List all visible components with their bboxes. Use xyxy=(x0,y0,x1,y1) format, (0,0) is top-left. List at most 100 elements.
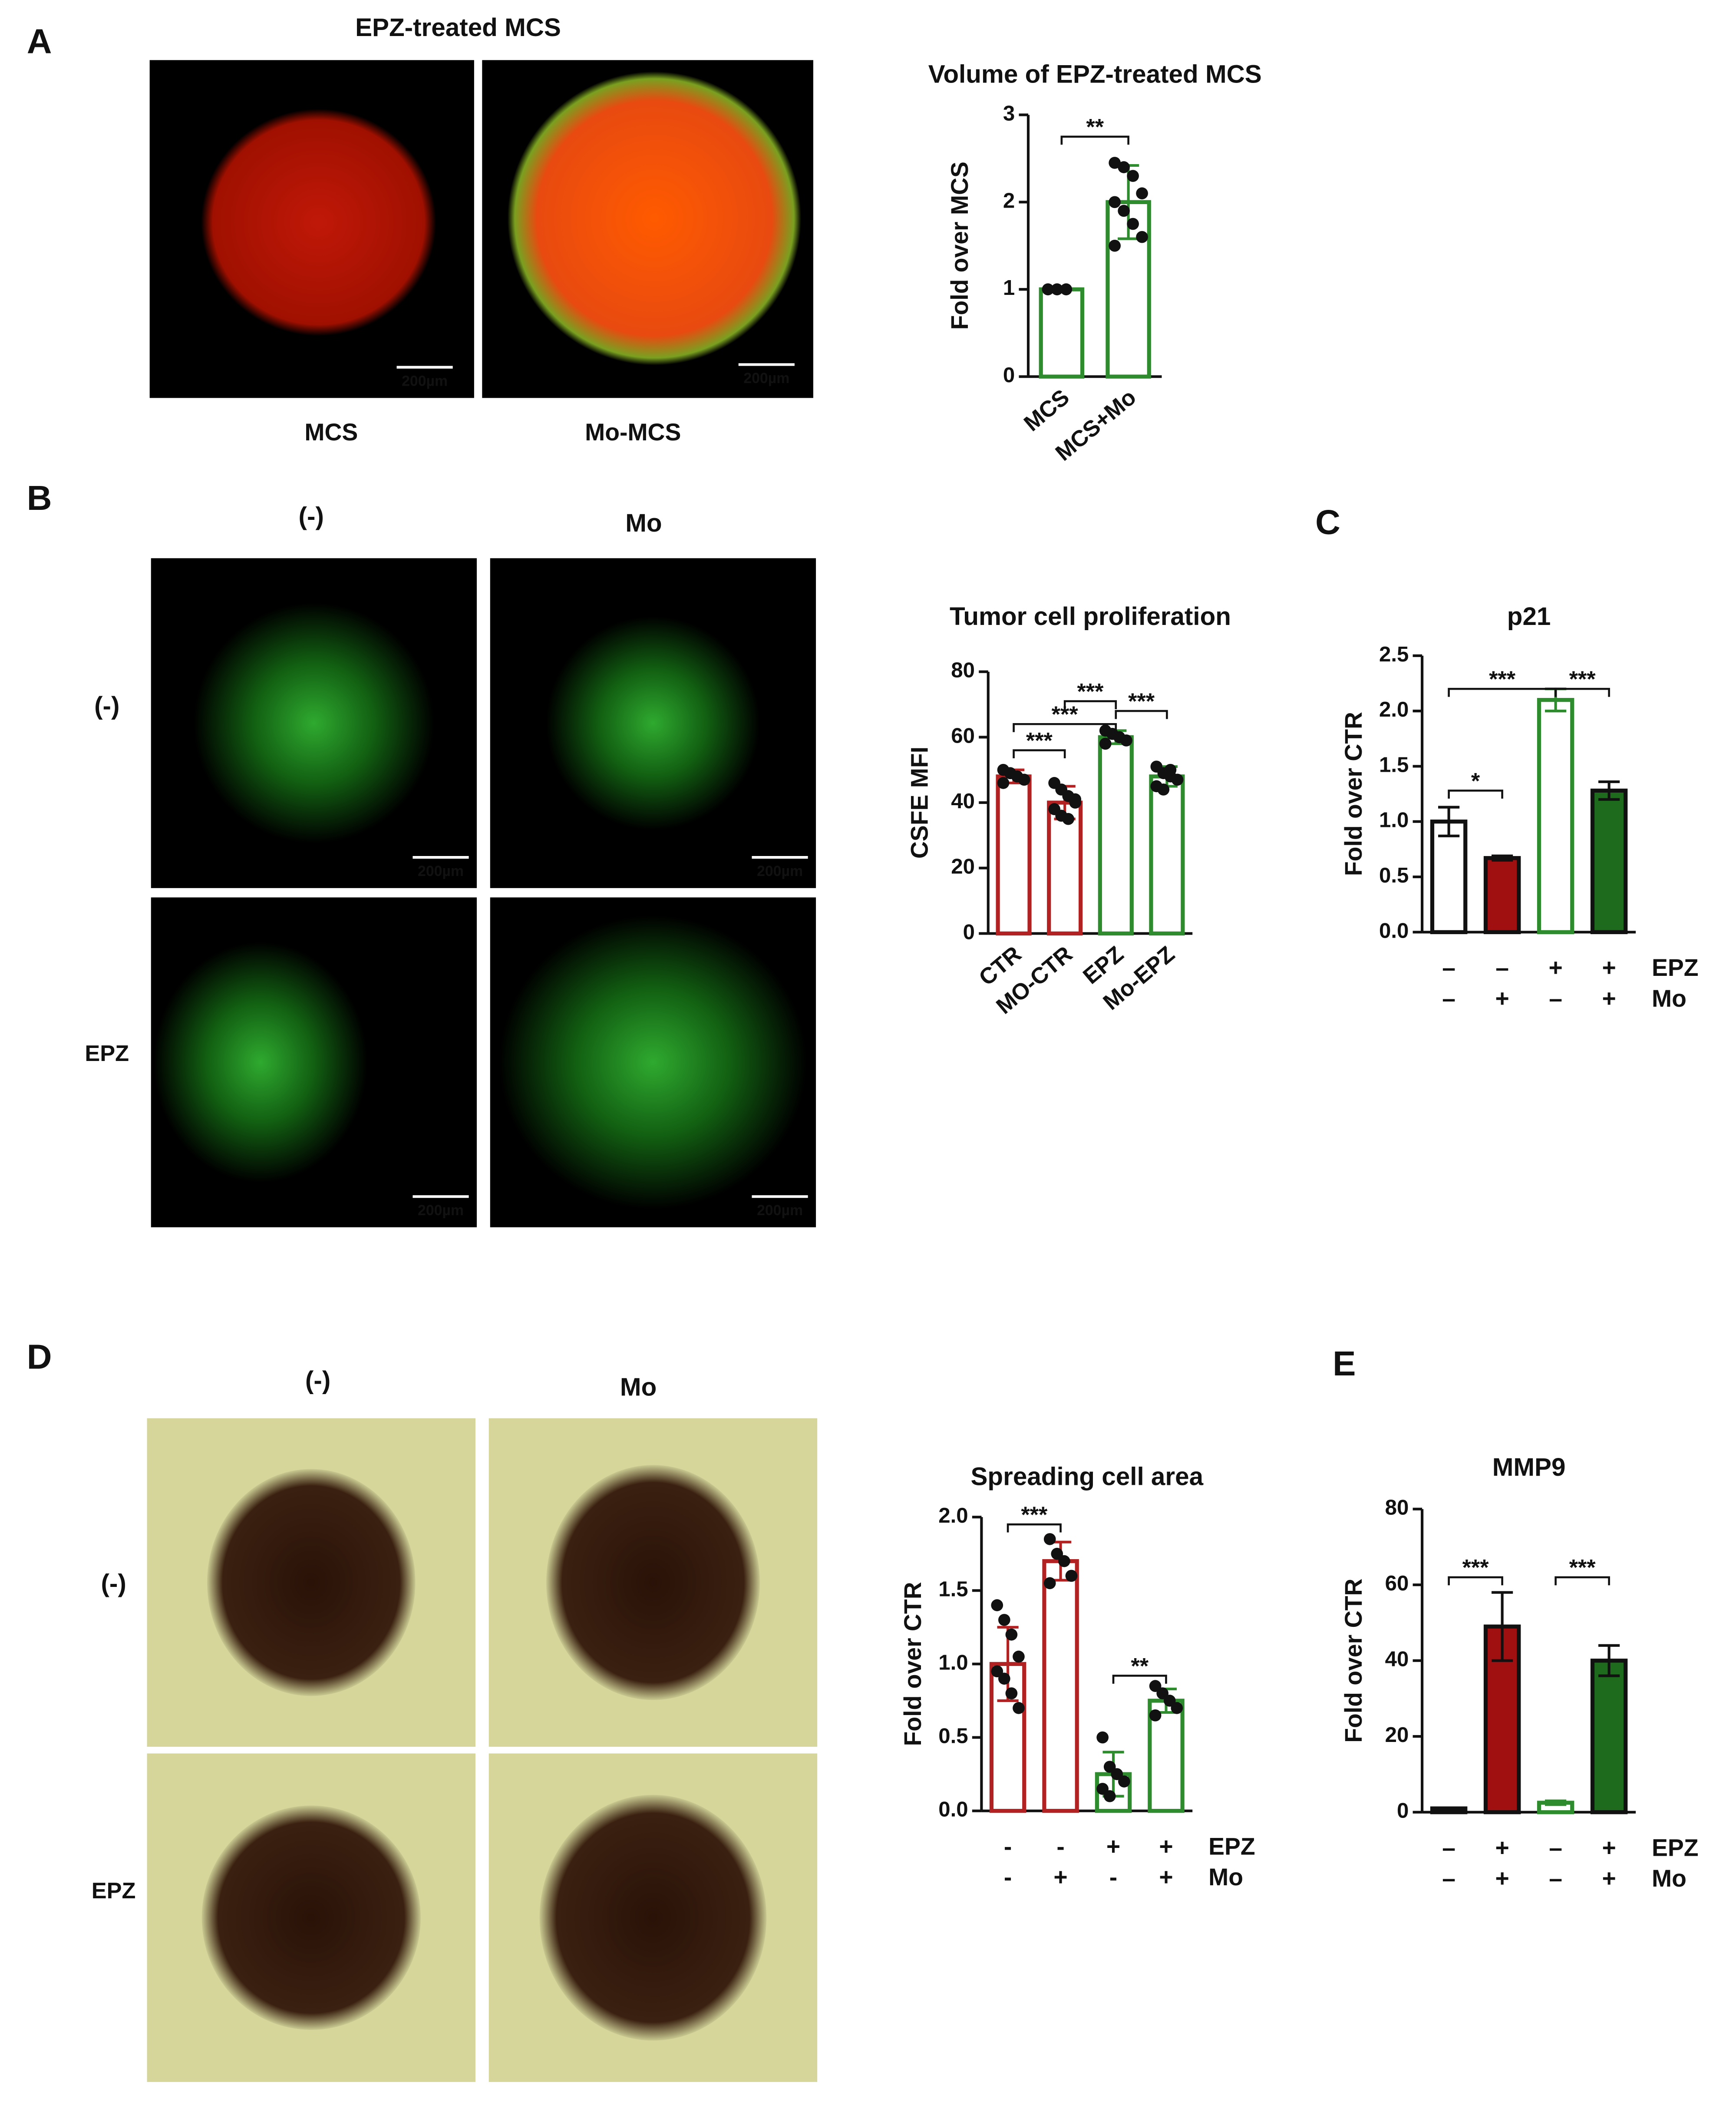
error-bar xyxy=(1598,1644,1620,1677)
treatment-sign: - xyxy=(1004,1864,1012,1890)
data-point xyxy=(1118,161,1130,173)
significance-label: * xyxy=(1471,769,1480,794)
significance-label: *** xyxy=(1462,1555,1489,1580)
bar xyxy=(1590,788,1628,934)
significance-label: *** xyxy=(1077,679,1104,704)
error-bar xyxy=(1492,854,1513,862)
data-point xyxy=(997,777,1010,789)
bar xyxy=(1483,856,1521,934)
y-tick-label: 2 xyxy=(1003,188,1015,212)
treatment-sign: - xyxy=(1004,1833,1012,1860)
treatment-sign: – xyxy=(1442,1834,1455,1861)
data-point xyxy=(1042,283,1054,296)
significance-bracket xyxy=(1554,687,1610,697)
y-tick-label: 0 xyxy=(1397,1799,1409,1823)
chart-title: MMP9 xyxy=(1492,1453,1566,1481)
significance-label: *** xyxy=(1052,702,1079,727)
treatment-name: Mo xyxy=(1652,985,1686,1012)
data-point xyxy=(1118,1775,1130,1788)
spheroid xyxy=(546,1465,760,1700)
data-point xyxy=(998,1672,1010,1685)
error-bar xyxy=(1598,780,1620,801)
y-tick-label: 2.0 xyxy=(938,1504,968,1527)
panel-letter: A xyxy=(27,22,52,61)
treatment-sign: + xyxy=(1495,985,1509,1012)
significance-bracket xyxy=(1112,1675,1167,1684)
treatment-sign: + xyxy=(1602,985,1616,1012)
significance-bracket xyxy=(1448,790,1503,799)
treatment-sign: + xyxy=(1548,954,1562,981)
treatment-sign: + xyxy=(1159,1833,1173,1860)
scale-bar-label: 200µm xyxy=(418,1202,464,1219)
significance-label: *** xyxy=(1021,1502,1048,1527)
spheroid xyxy=(539,1795,767,2041)
scale-bar-label: 200µm xyxy=(743,370,789,387)
spheroid xyxy=(153,942,367,1183)
data-point xyxy=(1120,734,1132,747)
y-tick-label: 1.0 xyxy=(1379,808,1409,832)
treatment-name: EPZ xyxy=(1208,1833,1255,1860)
data-point xyxy=(1065,1570,1078,1582)
chart-title: Spreading cell area xyxy=(970,1462,1203,1491)
spheroid xyxy=(207,1469,416,1696)
scale-bar-label: 200µm xyxy=(757,863,803,879)
data-point xyxy=(1051,1547,1063,1560)
data-point xyxy=(1127,218,1139,230)
y-tick-label: 1.5 xyxy=(938,1577,968,1601)
significance-bracket xyxy=(1013,749,1066,758)
significance-bracket xyxy=(1060,136,1129,145)
y-tick-label: 20 xyxy=(1385,1723,1409,1747)
data-point xyxy=(1069,793,1082,806)
significance-bracket xyxy=(1063,700,1117,709)
y-tick-label: 0.5 xyxy=(1379,863,1409,887)
panel-letter: C xyxy=(1315,503,1340,542)
data-point xyxy=(1136,231,1148,243)
scale-bar-label: 200µm xyxy=(757,1202,803,1219)
y-tick-label: 0 xyxy=(1003,363,1015,387)
significance-label: ** xyxy=(1131,1654,1149,1679)
bar xyxy=(1098,735,1134,936)
y-tick-label: 1.0 xyxy=(938,1650,968,1674)
significance-label: ** xyxy=(1086,115,1104,140)
treatment-sign: + xyxy=(1602,1865,1616,1892)
row-label: EPZ xyxy=(85,1041,129,1066)
treatment-sign: + xyxy=(1602,1834,1616,1861)
data-point xyxy=(1013,1702,1025,1714)
panel-letter: E xyxy=(1333,1344,1356,1383)
data-point xyxy=(1099,737,1112,750)
data-point xyxy=(1163,1695,1176,1707)
error-bar xyxy=(1438,806,1460,837)
bar xyxy=(1042,1559,1079,1813)
data-point xyxy=(1058,1555,1070,1567)
treatment-sign: – xyxy=(1549,1834,1562,1861)
y-axis-label: CSFE MFI xyxy=(906,747,933,859)
significance-label: *** xyxy=(1569,1555,1596,1580)
y-tick-label: 2.0 xyxy=(1379,697,1409,721)
error-bar xyxy=(1492,1591,1513,1662)
scale-bar-label: 200µm xyxy=(418,863,464,879)
y-tick-label: 40 xyxy=(1385,1647,1409,1671)
image-label: MCS xyxy=(304,419,358,446)
treatment-sign: – xyxy=(1442,985,1455,1012)
error-bar xyxy=(997,1626,1019,1702)
data-point xyxy=(1051,283,1063,296)
treatment-sign: + xyxy=(1106,1833,1120,1860)
y-tick-label: 60 xyxy=(951,724,975,747)
data-point xyxy=(1018,773,1030,786)
spheroid xyxy=(194,603,434,843)
treatment-sign: - xyxy=(1056,1833,1064,1860)
y-axis-label: Fold over CTR xyxy=(899,1582,926,1746)
y-tick-label: 0.0 xyxy=(938,1798,968,1821)
y-tick-label: 3 xyxy=(1003,101,1015,125)
data-point xyxy=(1118,205,1130,217)
y-tick-label: 1.5 xyxy=(1379,753,1409,777)
data-point xyxy=(1127,170,1139,182)
treatment-name: EPZ xyxy=(1652,954,1699,981)
bar xyxy=(1039,287,1085,379)
data-point xyxy=(1005,1628,1018,1641)
chart-title: Volume of EPZ-treated MCS xyxy=(928,60,1262,89)
treatment-sign: + xyxy=(1495,1865,1509,1892)
treatment-sign: – xyxy=(1442,1865,1455,1892)
y-tick-label: 60 xyxy=(1385,1571,1409,1595)
